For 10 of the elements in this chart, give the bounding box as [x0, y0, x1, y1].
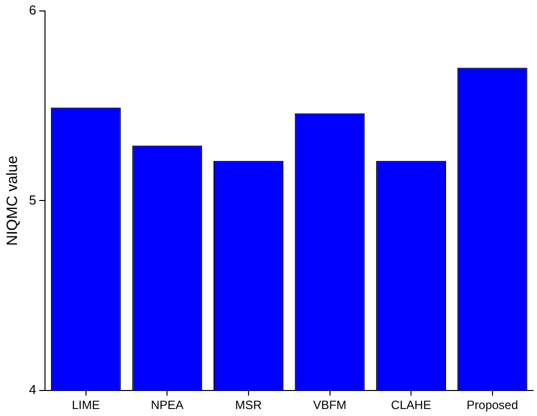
y-tick-label: 4	[28, 382, 36, 398]
y-tick-label: 6	[28, 2, 36, 18]
x-tick-label: VBFM	[313, 398, 346, 412]
x-tick-label: CLAHE	[391, 398, 432, 412]
x-tick-label: LIME	[72, 398, 100, 412]
y-axis-title: NIQMC value	[4, 156, 22, 246]
y-tick-label: 5	[28, 192, 36, 208]
x-tick-label: Proposed	[466, 398, 518, 412]
x-tick-label: NPEA	[150, 398, 184, 412]
x-tick-label: MSR	[235, 398, 262, 412]
